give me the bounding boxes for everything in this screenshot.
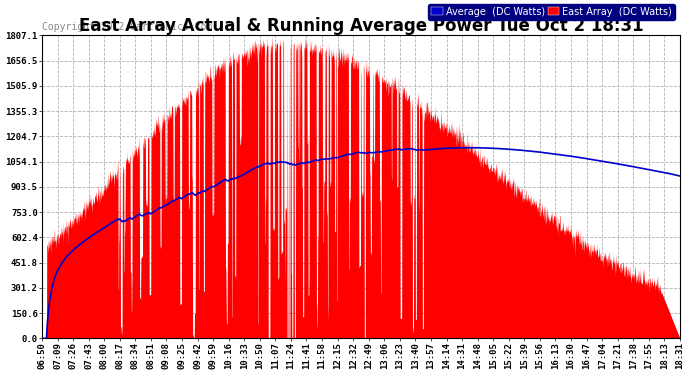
Text: Copyright 2012 Cartronics.com: Copyright 2012 Cartronics.com <box>42 22 213 32</box>
Legend: Average  (DC Watts), East Array  (DC Watts): Average (DC Watts), East Array (DC Watts… <box>428 4 675 20</box>
Title: East Array Actual & Running Average Power Tue Oct 2 18:31: East Array Actual & Running Average Powe… <box>79 17 643 35</box>
